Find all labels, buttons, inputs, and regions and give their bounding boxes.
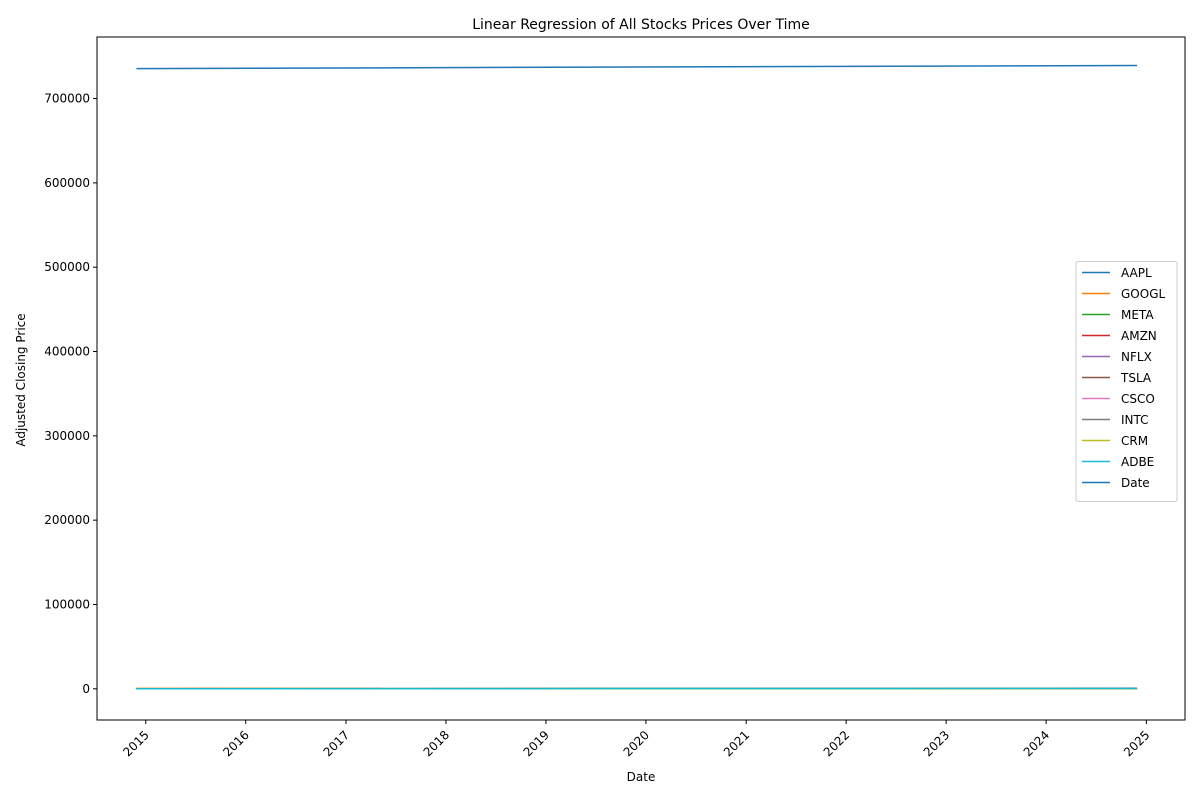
y-tick-label: 700000 — [44, 92, 90, 106]
legend-label-date: Date — [1121, 476, 1150, 490]
x-axis-title: Date — [627, 770, 656, 784]
y-tick-label: 200000 — [44, 513, 90, 527]
legend: AAPL GOOGL META AMZN NFLX TSLA CSCO INTC CRM ADBE… — [1075, 261, 1178, 502]
legend-label-amzn: AMZN — [1121, 329, 1157, 343]
legend-box — [1075, 261, 1178, 502]
y-tick-label: 100000 — [44, 597, 90, 611]
y-axis-title: Adjusted Closing Price — [14, 313, 28, 446]
legend-label-tsla: TSLA — [1120, 371, 1152, 385]
legend-label-csco: CSCO — [1121, 392, 1155, 406]
series-line-date — [136, 64, 1138, 70]
y-tick-label: 500000 — [44, 260, 90, 274]
legend-label-intc: INTC — [1121, 413, 1149, 427]
y-tick-label: 0 — [82, 682, 90, 696]
y-tick-label: 600000 — [44, 176, 90, 190]
chart-title: Linear Regression of All Stocks Prices O… — [472, 17, 810, 33]
legend-label-googl: GOOGL — [1121, 287, 1165, 301]
legend-label-crm: CRM — [1121, 434, 1148, 448]
legend-label-meta: META — [1121, 308, 1154, 322]
legend-label-adbe: ADBE — [1121, 455, 1154, 469]
legend-label-nflx: NFLX — [1121, 350, 1152, 364]
legend-label-aapl: AAPL — [1121, 266, 1152, 280]
y-tick-label: 400000 — [44, 345, 90, 359]
axes-frame — [96, 36, 1186, 721]
y-tick-label: 300000 — [44, 429, 90, 443]
